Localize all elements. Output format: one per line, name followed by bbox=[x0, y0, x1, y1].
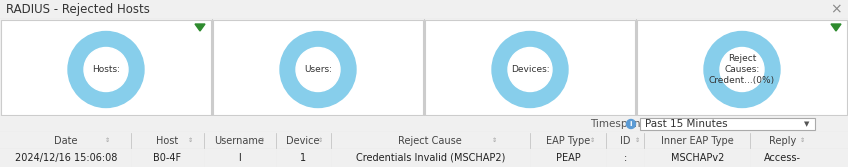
Text: ⇕: ⇕ bbox=[728, 138, 734, 143]
Circle shape bbox=[296, 47, 340, 92]
FancyBboxPatch shape bbox=[640, 118, 815, 130]
Polygon shape bbox=[831, 24, 841, 31]
Text: B0-4F: B0-4F bbox=[153, 153, 181, 163]
Text: MSCHAPv2: MSCHAPv2 bbox=[671, 153, 724, 163]
FancyBboxPatch shape bbox=[637, 20, 847, 115]
Text: PEAP: PEAP bbox=[555, 153, 581, 163]
Circle shape bbox=[84, 47, 128, 92]
Text: Reject Cause: Reject Cause bbox=[399, 135, 462, 145]
Circle shape bbox=[704, 32, 780, 108]
Text: l: l bbox=[238, 153, 241, 163]
Circle shape bbox=[492, 32, 568, 108]
Text: ⇕: ⇕ bbox=[188, 138, 193, 143]
Text: ⇕: ⇕ bbox=[105, 138, 110, 143]
Text: EAP Type: EAP Type bbox=[546, 135, 590, 145]
Text: :: : bbox=[624, 153, 627, 163]
Circle shape bbox=[627, 120, 635, 128]
Text: Access-: Access- bbox=[764, 153, 801, 163]
Text: Host: Host bbox=[156, 135, 179, 145]
Text: Hosts:: Hosts: bbox=[92, 65, 120, 74]
Text: Date: Date bbox=[54, 135, 77, 145]
Text: Inner EAP Type: Inner EAP Type bbox=[661, 135, 734, 145]
Text: ID: ID bbox=[620, 135, 631, 145]
Text: Past 15 Minutes: Past 15 Minutes bbox=[645, 119, 728, 129]
Circle shape bbox=[720, 47, 764, 92]
Circle shape bbox=[68, 32, 144, 108]
Text: Device: Device bbox=[287, 135, 320, 145]
Polygon shape bbox=[195, 24, 205, 31]
Text: Reject
Causes:
Credent...(0%): Reject Causes: Credent...(0%) bbox=[709, 54, 775, 85]
Text: ⇕: ⇕ bbox=[318, 138, 323, 143]
Text: ×: × bbox=[830, 3, 842, 17]
Text: ⇕: ⇕ bbox=[590, 138, 595, 143]
Text: i: i bbox=[630, 121, 633, 127]
Text: Username: Username bbox=[215, 135, 265, 145]
FancyBboxPatch shape bbox=[213, 20, 423, 115]
Text: 1: 1 bbox=[300, 153, 306, 163]
FancyBboxPatch shape bbox=[1, 20, 211, 115]
Text: Reply: Reply bbox=[768, 135, 796, 145]
Text: Users:: Users: bbox=[304, 65, 332, 74]
Text: ⇕: ⇕ bbox=[635, 138, 640, 143]
Text: RADIUS - Rejected Hosts: RADIUS - Rejected Hosts bbox=[6, 3, 150, 16]
FancyBboxPatch shape bbox=[425, 20, 635, 115]
Circle shape bbox=[508, 47, 552, 92]
Text: ⇕: ⇕ bbox=[260, 138, 265, 143]
Text: ⇕: ⇕ bbox=[800, 138, 806, 143]
Text: ⇕: ⇕ bbox=[492, 138, 497, 143]
Circle shape bbox=[280, 32, 356, 108]
Text: ▼: ▼ bbox=[804, 121, 810, 127]
Text: 2024/12/16 15:06:08: 2024/12/16 15:06:08 bbox=[14, 153, 117, 163]
Text: Timespan: Timespan bbox=[590, 119, 640, 129]
Text: Credentials Invalid (MSCHAP2): Credentials Invalid (MSCHAP2) bbox=[355, 153, 505, 163]
Text: Devices:: Devices: bbox=[510, 65, 550, 74]
